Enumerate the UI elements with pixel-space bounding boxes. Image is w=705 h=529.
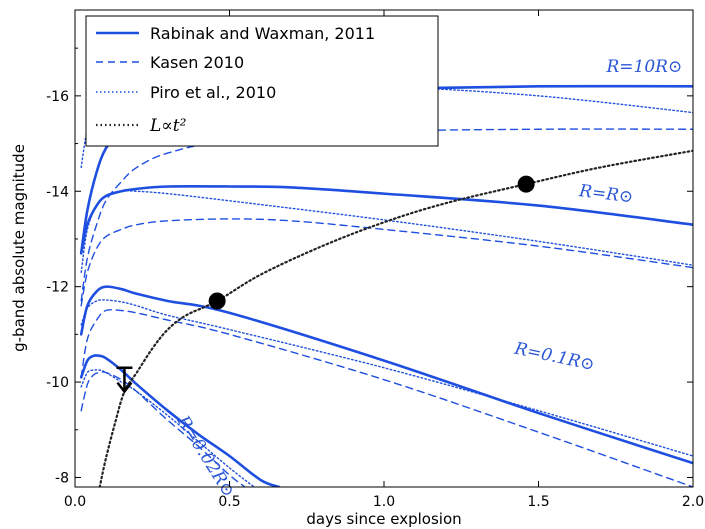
series-r-0p02rsun-solid bbox=[79, 354, 281, 487]
series-r-rsun-dotted bbox=[80, 190, 693, 274]
y-axis-label: g-band absolute magnitude bbox=[10, 144, 28, 352]
legend-label-power-law: L∝t² bbox=[149, 116, 187, 136]
legend: Rabinak and Waxman, 2011 Kasen 2010 Piro… bbox=[85, 15, 439, 147]
series-r-0p02rsun-dashed bbox=[80, 371, 246, 487]
y-tick-label: -10 bbox=[46, 375, 69, 391]
x-tick-label: 2.0 bbox=[682, 494, 704, 510]
series-r-0p1rsun-dashed bbox=[80, 309, 693, 487]
data-point-2 bbox=[517, 175, 535, 193]
series-r-rsun-dashed bbox=[80, 218, 693, 307]
legend-label-piro: Piro et al., 2010 bbox=[150, 83, 276, 102]
x-tick-label: 1.5 bbox=[527, 494, 549, 510]
series-r-10rsun-dashed bbox=[80, 128, 693, 302]
y-tick-label: -8 bbox=[55, 470, 69, 486]
legend-label-rabinak: Rabinak and Waxman, 2011 bbox=[150, 24, 375, 43]
y-tick-label: -14 bbox=[46, 184, 69, 200]
series-r-0p02rsun-dotted bbox=[80, 369, 255, 487]
x-axis-label: days since explosion bbox=[306, 510, 461, 528]
tick-layer: 0.0 0.5 1.0 1.5 2.0 -16 -14 -12 -10 -8 bbox=[46, 10, 704, 510]
series-r-0p1rsun-solid bbox=[79, 285, 693, 465]
y-tick-label: -12 bbox=[46, 280, 69, 296]
upper-limit-arrowhead bbox=[116, 381, 133, 394]
y-tick-label: -16 bbox=[46, 89, 69, 105]
legend-frame bbox=[85, 15, 439, 147]
series-r-0p1rsun-dotted bbox=[80, 299, 693, 457]
data-point-1 bbox=[208, 292, 226, 310]
x-tick-label: 0.0 bbox=[64, 494, 86, 510]
marker-layer bbox=[116, 175, 535, 394]
x-tick-label: 1.0 bbox=[373, 494, 395, 510]
annotation-r-10rsun: R=10R⊙ bbox=[605, 57, 682, 77]
x-tick-label: 0.5 bbox=[218, 494, 240, 510]
legend-label-kasen: Kasen 2010 bbox=[150, 53, 244, 72]
